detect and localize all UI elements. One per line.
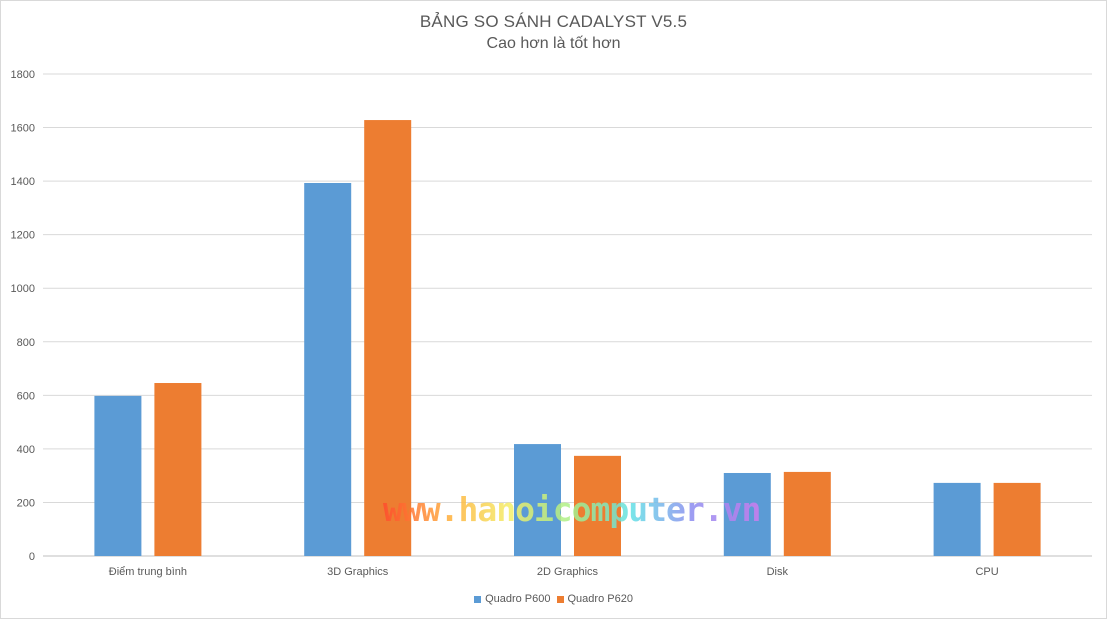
bar xyxy=(933,482,981,556)
bar xyxy=(94,395,142,556)
y-tick-label: 1200 xyxy=(11,230,35,242)
y-tick-label: 400 xyxy=(17,444,35,456)
y-tick-label: 1800 xyxy=(11,69,35,81)
bar xyxy=(154,383,202,556)
legend-label: Quadro P600 xyxy=(485,593,551,605)
legend-label: Quadro P620 xyxy=(567,593,633,605)
y-tick-label: 1000 xyxy=(11,283,35,295)
y-tick-label: 200 xyxy=(17,497,35,509)
chart-title: BẢNG SO SÁNH CADALYST V5.5 xyxy=(419,12,688,31)
category-label: CPU xyxy=(975,566,998,578)
category-label: 3D Graphics xyxy=(327,566,389,578)
bar xyxy=(574,455,621,556)
category-label: 2D Graphics xyxy=(537,566,599,578)
y-tick-label: 0 xyxy=(29,551,35,563)
bar xyxy=(783,471,831,556)
bar xyxy=(304,182,352,557)
watermark-logo: www.hanoicomputer.vn xyxy=(383,490,761,529)
legend-swatch xyxy=(556,595,564,603)
category-label: Điểm trung bình xyxy=(109,566,187,578)
category-label: Disk xyxy=(767,566,789,578)
legend-swatch xyxy=(474,595,482,603)
legend-item: Quadro P600 xyxy=(474,593,551,605)
y-tick-label: 600 xyxy=(17,390,35,402)
chart-subtitle: Cao hơn là tốt hơn xyxy=(486,35,621,52)
y-tick-label: 1600 xyxy=(11,123,35,135)
bar xyxy=(364,120,412,557)
legend-item: Quadro P620 xyxy=(556,593,633,605)
bar xyxy=(993,482,1041,556)
y-tick-label: 1400 xyxy=(11,176,35,188)
legend: Quadro P600 Quadro P620 xyxy=(0,593,1107,606)
bar xyxy=(514,444,561,556)
bar xyxy=(723,472,771,556)
y-tick-label: 800 xyxy=(17,337,35,349)
